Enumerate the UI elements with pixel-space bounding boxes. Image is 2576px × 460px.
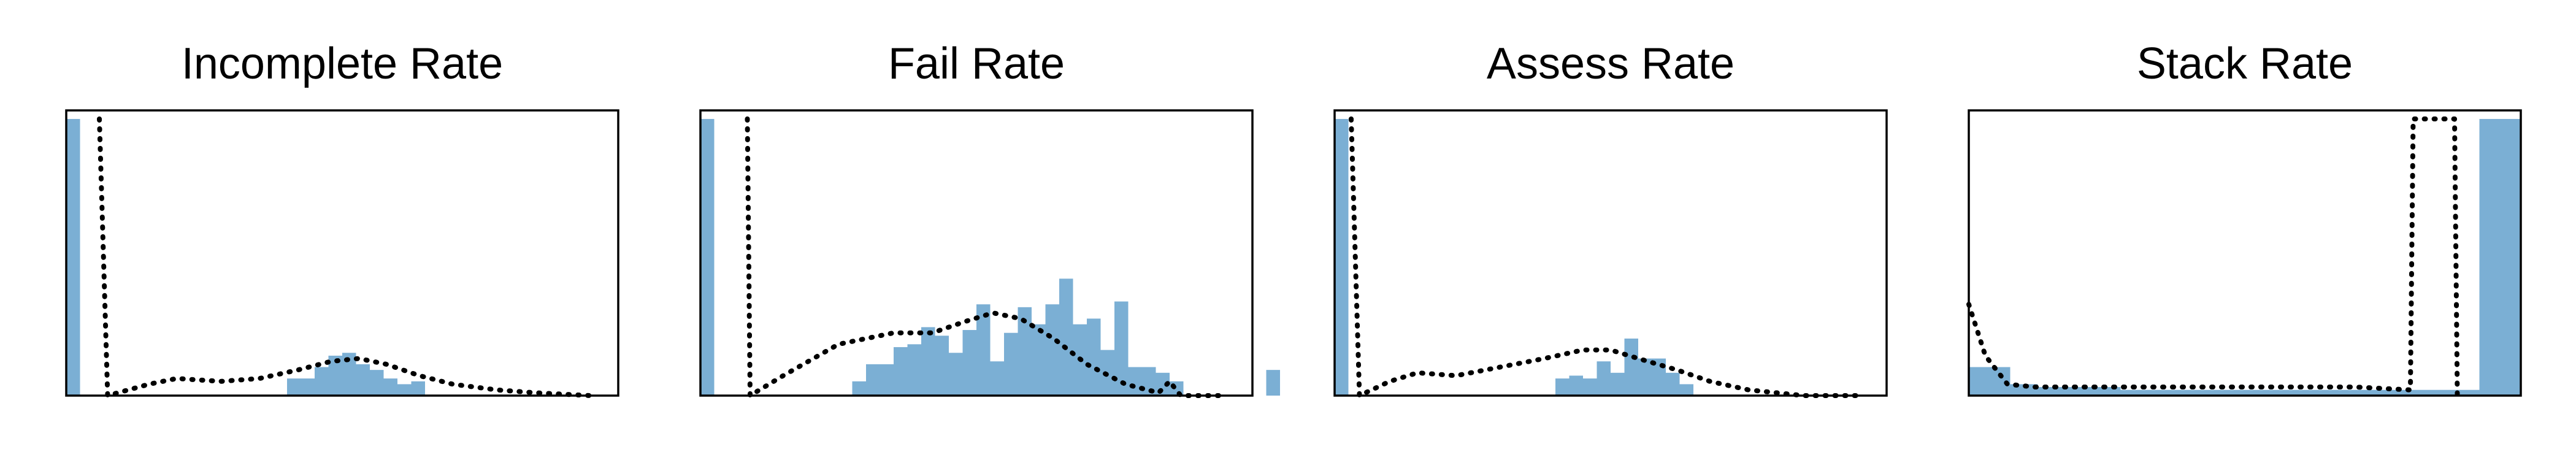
histogram-bar: [1266, 370, 1280, 396]
histogram-bar: [962, 330, 976, 396]
histogram-bar: [866, 364, 880, 396]
histogram-bar: [2258, 389, 2272, 396]
histogram-bar: [1555, 378, 1570, 396]
subplot-title: Assess Rate: [1487, 39, 1735, 88]
histogram-bar: [2010, 384, 2024, 396]
histogram-bar: [2355, 389, 2369, 396]
histogram-bar: [356, 364, 370, 396]
histogram-bar: [921, 327, 935, 396]
subplot-title: Stack Rate: [2137, 39, 2353, 88]
histogram-bar: [1335, 118, 1349, 396]
histogram-bar: [2493, 118, 2507, 396]
histogram-bar: [1059, 278, 1073, 396]
axes-frame: [1968, 109, 2522, 397]
density-line: [1966, 116, 2460, 398]
histogram-bar: [315, 367, 329, 396]
subplot-3: Assess Rate: [1333, 39, 1888, 398]
histogram-bar: [1004, 332, 1018, 396]
histogram-bar: [2438, 389, 2452, 396]
histogram-bar: [370, 370, 384, 396]
subplot-2: Fail Rate: [699, 39, 1280, 398]
histogram-bar: [2479, 118, 2493, 396]
histogram-bar: [2037, 387, 2052, 396]
histogram-bar: [2466, 389, 2480, 396]
histogram-bar: [328, 355, 342, 396]
histogram-bar: [907, 344, 921, 396]
histogram-bar: [1018, 307, 1032, 396]
histogram-bar: [2107, 387, 2121, 396]
density-line: [1349, 116, 1861, 398]
histogram-bar: [2424, 389, 2438, 396]
histogram-bar: [2148, 389, 2162, 396]
histogram-bar: [976, 304, 991, 396]
histogram-bar: [2369, 389, 2383, 396]
axes-frame: [65, 109, 619, 397]
histogram-bar: [1045, 304, 1059, 396]
histogram-bar: [2231, 389, 2245, 396]
histogram-bar: [990, 361, 1004, 396]
histogram-bar: [2286, 389, 2300, 396]
histogram-bar: [2217, 389, 2231, 396]
histogram-bar: [1032, 324, 1046, 396]
subplot-title: Fail Rate: [888, 39, 1065, 88]
histogram-bar: [949, 353, 963, 396]
histogram-bar: [2245, 389, 2259, 396]
histogram-bar: [1982, 367, 1996, 396]
histogram-bar: [342, 353, 356, 396]
histogram-bar: [2079, 387, 2093, 396]
histogram-bar: [1666, 372, 1680, 396]
histogram-bar: [2134, 389, 2149, 396]
histogram-bar: [1597, 361, 1611, 396]
histogram-bar: [2300, 389, 2314, 396]
histogram-bar: [2410, 389, 2425, 396]
histogram-bar: [2396, 389, 2410, 396]
histogram-bar: [2313, 389, 2328, 396]
histogram-bar: [397, 384, 412, 396]
histogram-bar: [1638, 358, 1652, 396]
axes-frame: [699, 109, 1254, 397]
density-line: [97, 116, 593, 398]
histogram-bar: [1128, 367, 1142, 396]
histogram-bar: [1142, 367, 1156, 396]
histogram-bar: [935, 335, 949, 396]
histogram-bar: [700, 118, 715, 396]
subplot-4: Stack Rate: [1966, 39, 2522, 398]
histogram-bar: [2383, 389, 2397, 396]
histogram-bar: [2120, 389, 2134, 396]
histogram-bar: [1679, 384, 1693, 396]
histogram-bar: [1969, 367, 1983, 396]
axes-frame: [1333, 109, 1888, 397]
histogram-bar: [287, 378, 301, 396]
histogram-bar: [2190, 389, 2204, 396]
histogram-bar: [2507, 118, 2521, 396]
histogram-bar: [1114, 301, 1129, 396]
histogram-bar: [2272, 389, 2287, 396]
histogram-bar: [2175, 389, 2190, 396]
histogram-bar: [2203, 389, 2217, 396]
histogram-bar: [2328, 389, 2342, 396]
histogram-bar: [66, 118, 80, 396]
histogram-bar: [1624, 339, 1638, 396]
histogram-bar: [852, 381, 866, 396]
density-line: [745, 116, 1227, 398]
histogram-bar: [1583, 378, 1597, 396]
histogram-bar: [2162, 389, 2176, 396]
histogram-bar: [1611, 372, 1625, 396]
histogram-bar: [1087, 318, 1101, 396]
histogram-bar: [2341, 389, 2355, 396]
subplot-title: Incomplete Rate: [182, 39, 503, 88]
histogram-bar: [301, 378, 315, 396]
histogram-bar: [383, 378, 397, 396]
histogram-bar: [1569, 375, 1583, 396]
histogram-bar: [411, 381, 425, 396]
histogram-bar: [894, 347, 908, 396]
histogram-bar: [880, 364, 894, 396]
subplot-1: Incomplete Rate: [65, 39, 619, 398]
